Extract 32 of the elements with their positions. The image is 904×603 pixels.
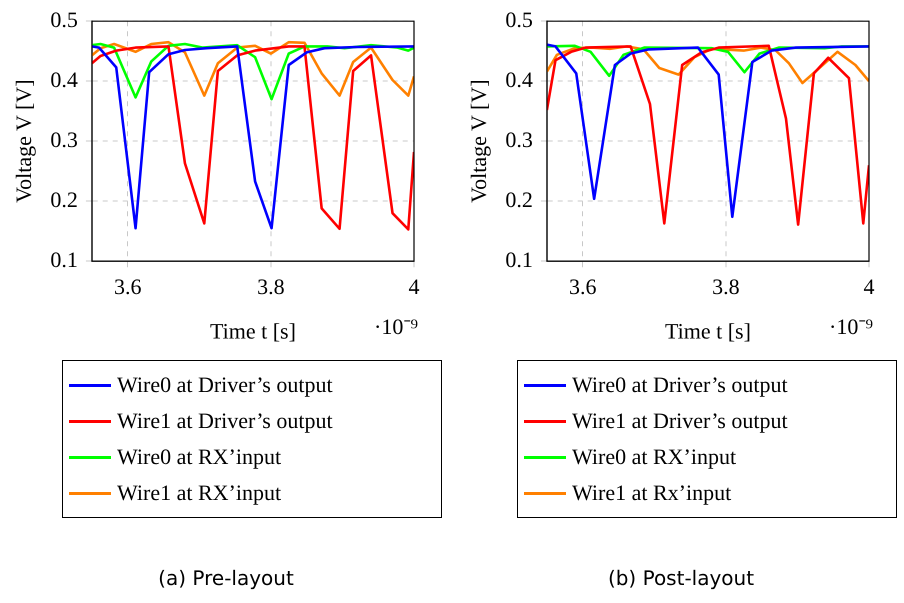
legend-label: Wire1 at Rx’input — [572, 480, 732, 506]
y-tick-label: 0.2 — [50, 186, 78, 212]
text: (a) Pre-layout — [157, 566, 295, 590]
y-axis-title: Voltage V [V] — [466, 79, 491, 203]
y-tick-label: 0.3 — [505, 126, 533, 152]
x-axis-title: Time t [s] — [210, 318, 296, 344]
x-axis-title: Time t [s] — [664, 318, 751, 344]
x-tick-label: 4 — [864, 274, 874, 300]
x-tick-label: 3.8 — [257, 274, 285, 300]
legend-label: Wire0 at Driver’s output — [572, 372, 788, 398]
y-tick-label: 0.3 — [50, 126, 78, 152]
x-tick-label: 3.8 — [712, 274, 740, 300]
legend-label: Wire0 at RX’input — [117, 444, 282, 470]
text: (b) Post-layout — [606, 566, 756, 590]
text: ·10⁻⁹ — [829, 314, 874, 339]
y-tick-label: 0.1 — [50, 246, 78, 272]
y-tick-label: 0.5 — [50, 6, 78, 32]
y-tick-label: 0.2 — [505, 186, 533, 212]
y-tick-label: 0.1 — [505, 246, 533, 272]
legend-label: Wire0 at Driver’s output — [117, 372, 333, 398]
y-tick-label: 0.5 — [505, 6, 533, 32]
legend-label: Wire0 at RX’input — [572, 444, 736, 470]
y-tick-label: 0.4 — [50, 66, 78, 92]
x-tick-label: 4 — [408, 274, 420, 300]
y-axis-title: Voltage V [V] — [10, 79, 36, 203]
legend-label: Wire1 at RX’input — [117, 480, 282, 506]
y-tick-label: 0.4 — [505, 66, 533, 92]
legend-label: Wire1 at Driver’s output — [572, 408, 788, 434]
text: ·10⁻⁹ — [374, 314, 418, 339]
x-tick-label: 3.6 — [114, 274, 142, 300]
legend-label: Wire1 at Driver’s output — [117, 408, 333, 434]
x-tick-label: 3.6 — [568, 274, 596, 300]
